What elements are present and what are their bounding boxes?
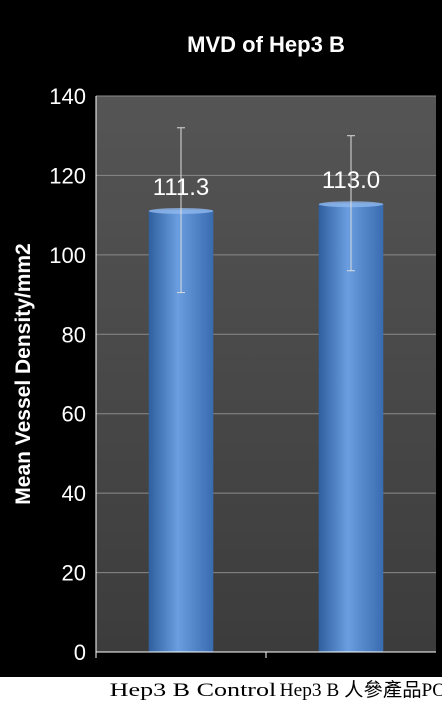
y-tick-label: 140 [49,84,86,109]
error-bars [177,127,355,294]
x-category-label: Hep3 B Control [110,680,277,701]
bar [148,209,214,653]
y-tick-label: 20 [62,561,86,586]
y-tick-label: 100 [49,243,86,268]
plot-area [96,96,436,652]
y-tick-labels: 0 20 40 60 80 100 120 140 [49,84,86,665]
y-tick-label: 120 [49,163,86,188]
data-label: 111.3 [153,174,210,201]
y-tick-label: 0 [74,640,86,665]
chart-title: MVD of Hep3 B [187,32,345,57]
data-labels: 111.3 113.0 [153,167,380,201]
y-tick-label: 40 [62,481,86,506]
data-label: 113.0 [322,167,380,194]
y-tick-label: 80 [62,322,86,347]
bar [318,203,384,652]
x-category-label: Hep3 B 人參產品PO [280,679,442,701]
y-axis-label: Mean Vessel Density/mm2 [12,243,35,504]
x-category-labels: Hep3 B Control Hep3 B 人參產品PO [110,679,442,701]
y-tick-label: 60 [62,402,86,427]
bars [148,201,384,653]
